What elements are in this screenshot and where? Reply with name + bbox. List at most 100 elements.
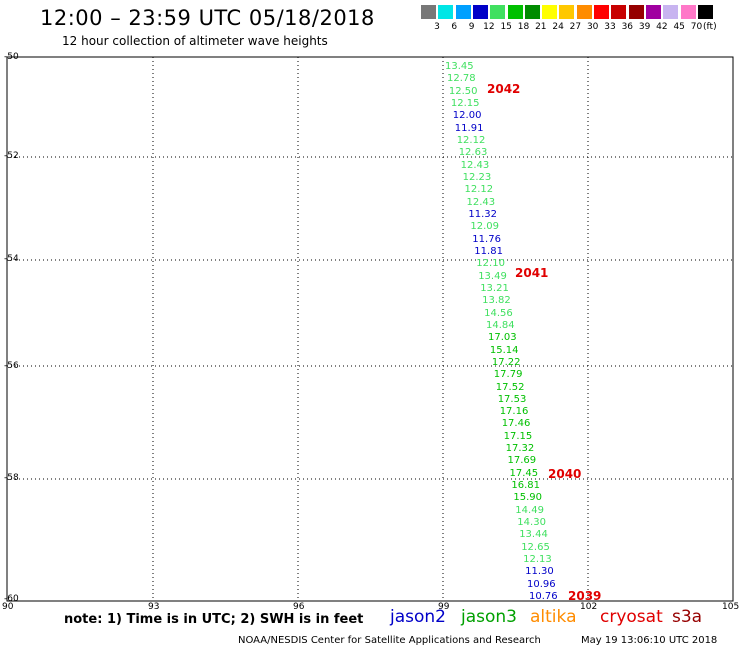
wave-height-label: 13.82 (482, 295, 511, 307)
wave-height-label: 17.79 (493, 369, 523, 381)
lat-label: -50 (4, 52, 19, 62)
scale-label: 27 (569, 22, 582, 32)
orbit-time-label: 2039 (568, 589, 602, 603)
scale-label: 45 (673, 22, 685, 32)
scale-swatch (421, 5, 436, 19)
lat-label: -60 (4, 594, 19, 604)
scale-label: 12 (483, 22, 495, 32)
wave-height-label: 11.30 (525, 566, 554, 578)
wave-height-label: 12.12 (456, 135, 486, 146)
satellite-label-s3a: s3a (672, 607, 703, 627)
wave-height-label: 14.49 (515, 504, 544, 516)
lat-label: -52 (4, 151, 19, 161)
lon-label: 99 (438, 602, 450, 612)
wave-height-label: 11.32 (468, 208, 498, 220)
orbit-time-label: 2040 (548, 467, 582, 481)
wave-height-label: 12.50 (448, 85, 478, 97)
wave-height-label: 12.23 (462, 171, 492, 183)
wave-height-label: 10.76 (529, 591, 558, 602)
wave-height-label: 14.84 (486, 319, 515, 331)
wave-height-label: 12.09 (470, 221, 500, 233)
credit-text: NOAA/NESDIS Center for Satellite Applica… (238, 635, 541, 646)
wave-height-label: 14.30 (517, 517, 546, 528)
lon-label: 93 (148, 602, 160, 612)
wave-height-label: 12.78 (447, 73, 476, 85)
lon-label: 96 (293, 602, 305, 612)
scale-swatch (507, 5, 523, 19)
satellite-label-jason2: jason2 (390, 607, 446, 627)
wave-height-label: 17.53 (497, 393, 527, 405)
wave-height-label: 17.16 (499, 406, 529, 418)
orbit-time-label: 2041 (515, 266, 549, 280)
wave-height-label: 12.13 (523, 554, 552, 565)
lat-label: -54 (4, 254, 19, 264)
page-subtitle: 12 hour collection of altimeter wave hei… (62, 34, 328, 48)
scale-label: 39 (638, 22, 651, 32)
wave-height-label: 17.46 (501, 418, 531, 430)
scale-swatch (697, 5, 713, 19)
wave-height-label: 12.43 (466, 196, 496, 208)
orbit-time-label: 2042 (487, 82, 521, 96)
wave-height-label: 11.91 (454, 122, 484, 134)
wave-height-label: 13.44 (519, 529, 548, 541)
scale-swatch (611, 5, 627, 19)
scale-label: 18 (517, 22, 530, 32)
lon-label: 90 (2, 602, 14, 612)
wave-height-label: 10.96 (527, 578, 556, 590)
scale-label: 15 (500, 22, 512, 32)
scale-label: 36 (621, 22, 634, 32)
gridlines (7, 57, 733, 601)
wave-height-label: 12.63 (458, 147, 488, 159)
scale-swatch (559, 5, 575, 19)
scale-swatch (628, 5, 644, 19)
wave-height-label: 13.45 (445, 61, 474, 72)
scale-swatch (524, 5, 540, 19)
wave-height-label: 17.45 (509, 467, 539, 479)
scale-swatch (645, 5, 661, 19)
wave-height-label: 12.10 (476, 258, 505, 270)
wave-height-label: 17.32 (505, 443, 535, 455)
page-title: 12:00 – 23:59 UTC 05/18/2018 (40, 6, 375, 30)
lon-label: 102 (580, 602, 598, 612)
wave-height-label: 12.15 (450, 98, 480, 109)
wave-height-label: 11.81 (474, 245, 503, 257)
wave-height-label: 12.65 (521, 541, 550, 553)
scale-label: 21 (535, 22, 547, 32)
scale-swatch (542, 5, 558, 19)
wave-height-label: 17.03 (488, 332, 517, 344)
note-text: note: 1) Time is in UTC; 2) SWH is in fe… (64, 612, 364, 627)
scale-swatch (680, 5, 696, 19)
wave-height-label: 15.90 (513, 492, 543, 504)
wave-height-label: 16.81 (511, 480, 541, 492)
satellite-label-cryosat: cryosat (600, 607, 663, 627)
scale-label: 3 (434, 22, 440, 32)
wave-height-label: 12.43 (460, 159, 490, 171)
wave-height-label: 13.49 (478, 270, 507, 282)
scale-label: 6 (451, 22, 458, 32)
scale-swatch (455, 5, 471, 19)
wave-height-label: 11.76 (472, 233, 501, 245)
scale-swatch (576, 5, 592, 19)
scale-label: 70 (690, 22, 703, 32)
scale-swatch (490, 5, 506, 19)
wave-height-label: 17.22 (491, 356, 521, 368)
wave-height-label: 15.14 (489, 344, 519, 356)
lat-label: -58 (4, 473, 19, 483)
wave-height-label: 12.00 (452, 110, 482, 122)
scale-label: 30 (586, 22, 599, 32)
scale-swatch (594, 5, 609, 19)
wave-height-label: 13.21 (480, 282, 509, 294)
lon-label: 105 (722, 602, 740, 612)
scale-swatch (438, 5, 454, 19)
scale-label: 33 (604, 22, 616, 32)
lat-label: -56 (4, 361, 19, 371)
satellite-label-jason3: jason3 (461, 607, 517, 627)
satellite-label-altika: altika (530, 607, 577, 627)
plot-frame (6, 56, 734, 602)
scale-swatch (663, 5, 679, 19)
wave-height-label: 14.56 (484, 307, 513, 319)
scale-label: (ft) (703, 22, 717, 32)
scale-swatch (472, 5, 488, 19)
